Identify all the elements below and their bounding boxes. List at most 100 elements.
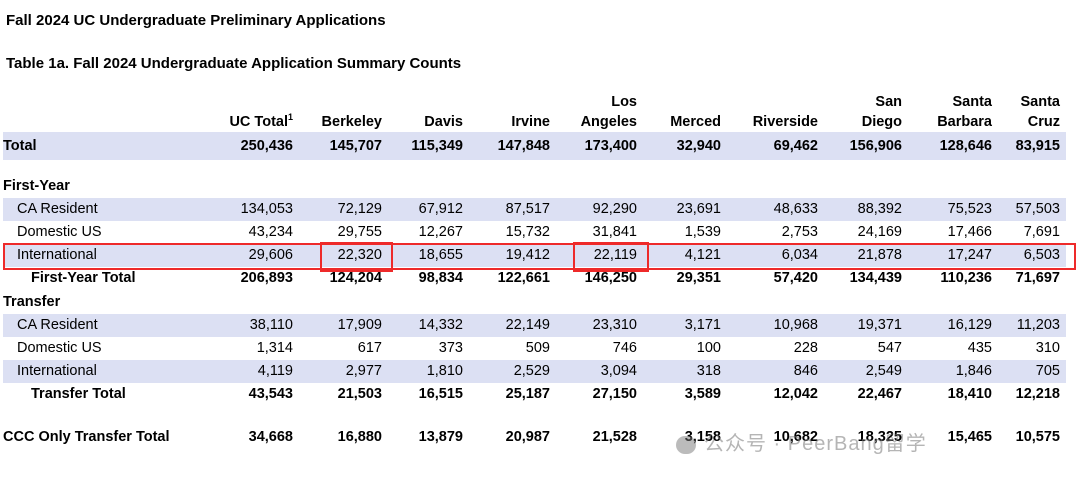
section-heading-transfer: Transfer — [3, 293, 61, 310]
table-cell: 746 — [612, 340, 637, 357]
table-row: Total 250,436 145,707 115,349 147,848 173,400… — [3, 131, 1066, 160]
col-header: Irvine — [469, 87, 556, 132]
row-label: Transfer Total — [31, 386, 126, 403]
table-cell: 17,247 — [908, 243, 998, 267]
spacer-row — [3, 406, 1066, 424]
table-cell: 1,810 — [388, 359, 469, 383]
table-cell: 83,915 — [998, 131, 1066, 160]
table-cell: 18,325 — [857, 428, 902, 445]
table-cell: 12,218 — [1015, 386, 1060, 403]
table-cell: 6,503 — [998, 243, 1066, 267]
table-row: Transfer Total 43,543 21,503 16,515 25,187 27… — [3, 383, 1066, 406]
table-cell: 14,332 — [388, 313, 469, 337]
col-header-line2: Irvine — [511, 113, 550, 130]
table-cell: 2,753 — [781, 224, 818, 241]
table-cell: 69,462 — [727, 131, 824, 160]
row-label: Total — [3, 131, 211, 160]
table-cell: 12,267 — [418, 224, 463, 241]
table-cell: 19,412 — [469, 243, 556, 267]
table-cell: 846 — [727, 359, 824, 383]
footnote-marker: 1 — [287, 112, 293, 122]
row-label: CCC Only Transfer Total — [3, 428, 170, 445]
table-row: International 4,119 2,977 1,810 2,529 3,094 31… — [3, 359, 1066, 383]
table-cell: 57,503 — [998, 197, 1066, 221]
col-header: Merced — [643, 87, 727, 132]
table-cell: 4,119 — [211, 359, 299, 383]
col-header-line2: Berkeley — [321, 113, 382, 130]
header-row: UC Total1 Berkeley Davis Irvine Los Angel… — [3, 87, 1066, 132]
col-header-line1: San — [875, 93, 902, 110]
table-cell: 2,529 — [469, 359, 556, 383]
table-cell: 124,204 — [329, 270, 382, 287]
col-header-line2: Diego — [861, 113, 902, 130]
table-cell: 22,149 — [469, 313, 556, 337]
table-cell: 27,150 — [592, 386, 637, 403]
table-row: International 29,606 22,320 18,655 19,412 22,… — [3, 243, 1066, 267]
table-cell: 3,094 — [556, 359, 643, 383]
table-cell: 29,755 — [337, 224, 382, 241]
table-row: First-Year Total 206,893 124,204 98,834 122,… — [3, 267, 1066, 290]
table-cell: 20,987 — [505, 428, 550, 445]
table-cell: 25,187 — [505, 386, 550, 403]
table-cell: 16,880 — [337, 428, 382, 445]
table-cell: 23,310 — [556, 313, 643, 337]
table-cell: 22,467 — [857, 386, 902, 403]
table-cell: 373 — [438, 340, 463, 357]
table-cell: 72,129 — [299, 197, 388, 221]
table-cell: 88,392 — [824, 197, 908, 221]
col-header-line2: Cruz — [1027, 113, 1060, 130]
table-cell: 2,977 — [299, 359, 388, 383]
table-cell: 228 — [793, 340, 818, 357]
table-cell: 1,846 — [908, 359, 998, 383]
table-cell: 110,236 — [940, 270, 992, 287]
col-header: UC Total1 — [211, 87, 299, 132]
table-cell: 67,912 — [388, 197, 469, 221]
table-cell: 122,661 — [497, 270, 550, 287]
table-cell: 15,732 — [505, 224, 550, 241]
table-cell: 15,465 — [947, 428, 992, 445]
table-cell: 1,314 — [256, 340, 293, 357]
table-row: Domestic US 43,234 29,755 12,267 15,732 31,84… — [3, 221, 1066, 244]
table-row: CCC Only Transfer Total 34,668 16,880 13,87… — [3, 424, 1066, 450]
highlight-row-international — [3, 243, 1076, 270]
table-cell: 21,528 — [592, 428, 637, 445]
col-header: Santa Cruz — [998, 87, 1066, 132]
table-cell: 617 — [357, 340, 382, 357]
table-cell: 318 — [643, 359, 727, 383]
table-cell: 34,668 — [248, 428, 293, 445]
col-header: Davis — [388, 87, 469, 132]
table-cell: 7,691 — [1023, 224, 1060, 241]
col-header-line2: Davis — [424, 113, 463, 130]
table-cell: 23,691 — [643, 197, 727, 221]
table-cell: 22,119 — [556, 243, 643, 267]
table-cell: 134,053 — [211, 197, 299, 221]
table-cell: 250,436 — [211, 131, 299, 160]
table-cell: 145,707 — [299, 131, 388, 160]
header-blank — [3, 87, 211, 132]
applications-table: UC Total1 Berkeley Davis Irvine Los Angel… — [3, 87, 1066, 450]
col-header-line1: Santa — [952, 93, 993, 110]
table-cell: 10,682 — [773, 428, 818, 445]
table-cell: 128,646 — [908, 131, 998, 160]
table-cell: 134,439 — [849, 270, 902, 287]
table-cell: 10,575 — [1015, 428, 1060, 445]
table-cell: 11,203 — [998, 313, 1066, 337]
table-cell: 3,589 — [684, 386, 721, 403]
highlight-cell-los-angeles — [573, 242, 649, 272]
col-header: Riverside — [727, 87, 824, 132]
table-cell: 12,042 — [773, 386, 818, 403]
table-cell: 21,503 — [337, 386, 382, 403]
table-cell: 21,878 — [824, 243, 908, 267]
col-header-line2: UC Total — [229, 113, 288, 130]
table-row: CA Resident 134,053 72,129 67,912 87,517 92,2… — [3, 197, 1066, 221]
table-cell: 4,121 — [643, 243, 727, 267]
table-cell: 156,906 — [824, 131, 908, 160]
table-cell: 115,349 — [388, 131, 469, 160]
table-cell: 57,420 — [773, 270, 818, 287]
table-cell: 29,351 — [676, 270, 721, 287]
col-header: Los Angeles — [556, 87, 643, 132]
table-cell: 3,171 — [643, 313, 727, 337]
table-cell: 547 — [877, 340, 902, 357]
page-title: Fall 2024 UC Undergraduate Preliminary A… — [6, 12, 386, 29]
table-cell: 38,110 — [211, 313, 299, 337]
